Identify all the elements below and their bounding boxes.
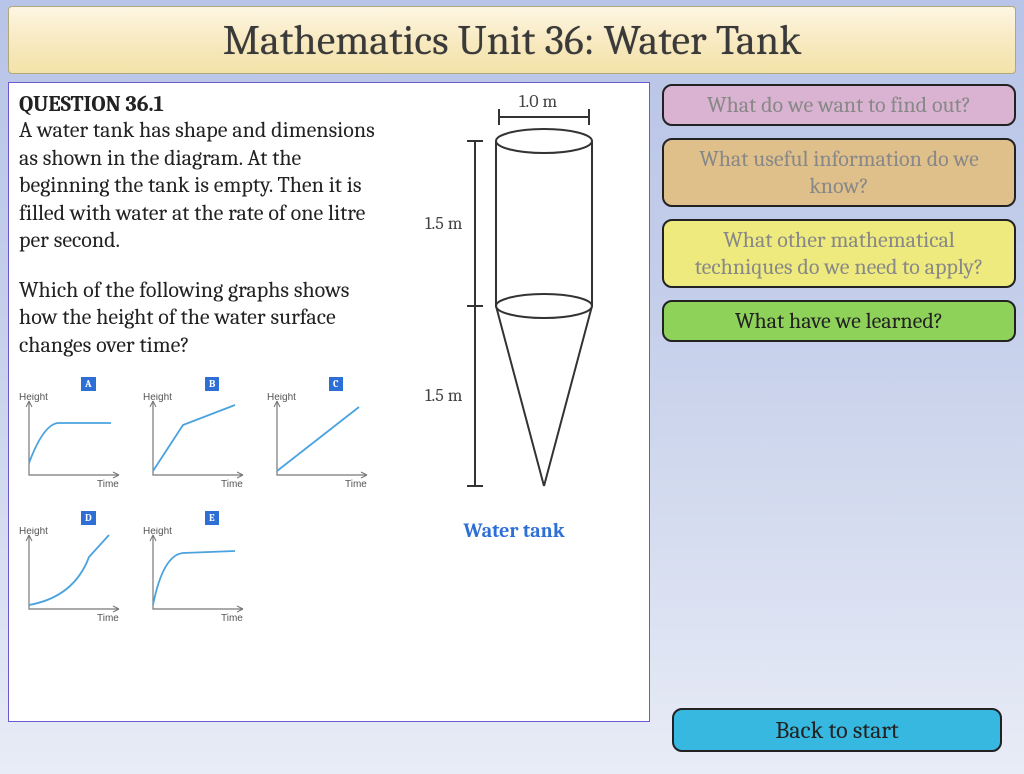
svg-text:Time: Time — [97, 479, 119, 490]
graph-badge: D — [81, 511, 96, 525]
graph-badge: E — [205, 511, 219, 525]
graph-badge: C — [329, 377, 343, 391]
dim-upper-height: 1.5 m — [425, 213, 463, 234]
svg-text:Height: Height — [19, 393, 48, 403]
question-text-1: A water tank has shape and dimensions as… — [19, 117, 383, 255]
graph-option-b[interactable]: B Height Time — [143, 373, 259, 497]
graph-option-a[interactable]: A Height Time — [19, 373, 135, 497]
dim-lower-height: 1.5 m — [425, 385, 463, 406]
svg-text:Time: Time — [221, 613, 243, 624]
svg-text:Height: Height — [143, 527, 172, 537]
tank-caption: Water tank — [389, 519, 639, 542]
question-panel: QUESTION 36.1 A water tank has shape and… — [8, 82, 650, 722]
question-label: QUESTION 36.1 — [19, 91, 383, 117]
svg-text:Time: Time — [97, 613, 119, 624]
graph-badge: B — [205, 377, 219, 391]
hint-button-info[interactable]: What useful information do we know? — [662, 138, 1016, 207]
svg-text:Time: Time — [221, 479, 243, 490]
graph-option-d[interactable]: D Height Time — [19, 507, 135, 631]
svg-text:Height: Height — [143, 393, 172, 403]
graph-options: A Height Time B Height Time C Height Time D Heigh… — [19, 373, 383, 631]
graph-option-e[interactable]: E Height Time — [143, 507, 259, 631]
tank-svg: 1.0 m — [389, 91, 639, 511]
question-text-2: Which of the following graphs shows how … — [19, 277, 383, 360]
svg-text:Time: Time — [345, 479, 367, 490]
hint-button-find-out[interactable]: What do we want to find out? — [662, 84, 1016, 126]
header-bar: Mathematics Unit 36: Water Tank — [8, 6, 1016, 74]
svg-text:Height: Height — [267, 393, 296, 403]
hint-button-techniques[interactable]: What other mathematical techniques do we… — [662, 219, 1016, 288]
graph-option-c[interactable]: C Height Time — [267, 373, 383, 497]
dim-top-width: 1.0 m — [519, 91, 557, 112]
back-to-start-button[interactable]: Back to start — [672, 708, 1002, 752]
page-title: Mathematics Unit 36: Water Tank — [223, 16, 802, 65]
graph-badge: A — [81, 377, 96, 391]
svg-text:Height: Height — [19, 527, 48, 537]
tank-diagram: 1.0 m — [389, 91, 639, 631]
hint-button-learned[interactable]: What have we learned? — [662, 300, 1016, 342]
sidebar: What do we want to find out? What useful… — [662, 82, 1016, 722]
